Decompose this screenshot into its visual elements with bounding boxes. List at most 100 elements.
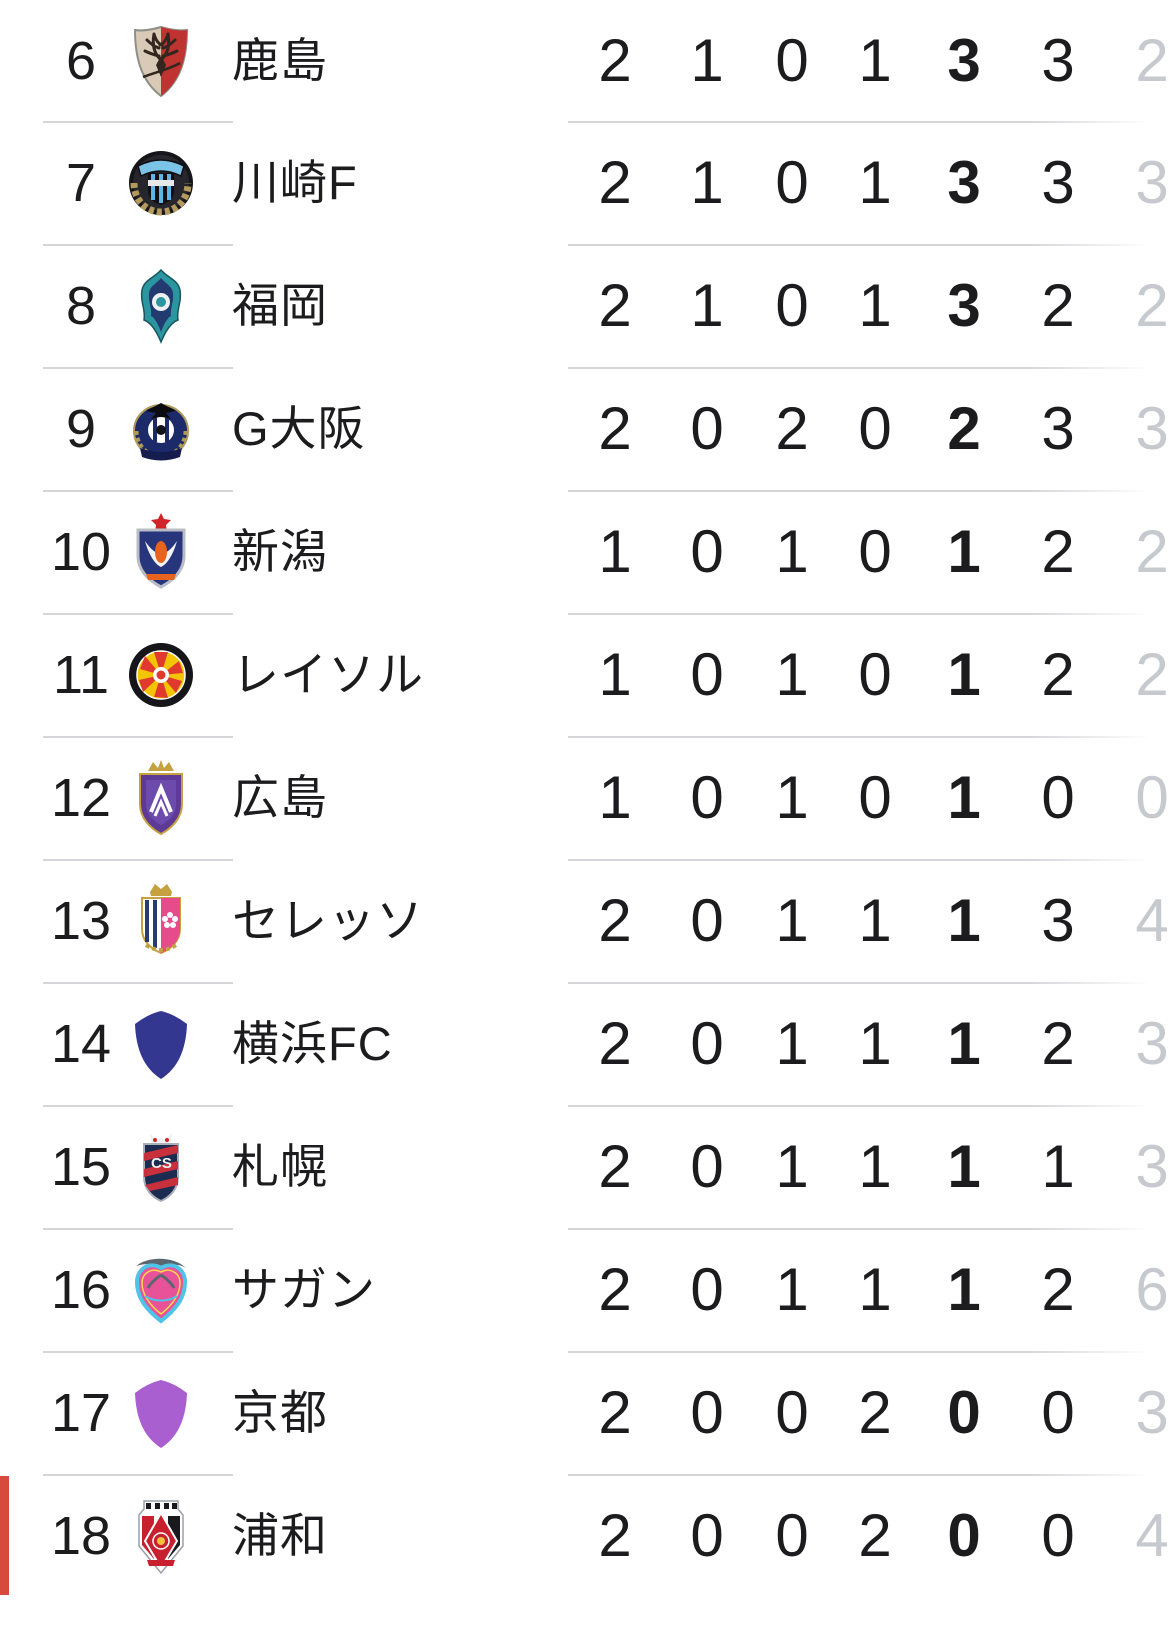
stat-drawn: 1 bbox=[775, 763, 809, 831]
yokohama-fc-crest bbox=[125, 1004, 197, 1084]
sagan-tosu-crest bbox=[125, 1250, 197, 1330]
stat-lost: 2 bbox=[858, 1378, 892, 1446]
stat-lost: 1 bbox=[858, 271, 892, 339]
kyoto-sanga-crest bbox=[125, 1373, 197, 1453]
stat-won: 1 bbox=[690, 148, 724, 216]
stat-won: 0 bbox=[690, 1501, 724, 1569]
standings-row[interactable]: 17 京都 2 0 0 2 0 0 3 bbox=[0, 1351, 1170, 1474]
stat-played: 2 bbox=[598, 394, 632, 462]
stat-drawn: 0 bbox=[775, 1378, 809, 1446]
stat-goals-for: 2 bbox=[1041, 1009, 1075, 1077]
rank-number: 9 bbox=[65, 398, 97, 459]
rank-number: 12 bbox=[50, 767, 112, 828]
stat-points: 3 bbox=[947, 148, 981, 216]
rank-number: 7 bbox=[65, 152, 97, 213]
stat-points: 1 bbox=[947, 1132, 981, 1200]
stat-drawn: 0 bbox=[775, 1501, 809, 1569]
stat-drawn: 1 bbox=[775, 1009, 809, 1077]
stat-goals-against: 3 bbox=[1135, 1378, 1169, 1446]
row-divider-right bbox=[568, 121, 1170, 123]
row-divider-right bbox=[568, 367, 1170, 369]
standings-row[interactable]: 14 横浜FC 2 0 1 1 1 2 3 bbox=[0, 982, 1170, 1105]
stat-lost: 1 bbox=[858, 1255, 892, 1323]
team-name: 浦和 bbox=[232, 1508, 328, 1562]
standings-row[interactable]: 18 浦和 2 0 0 2 0 0 4 bbox=[0, 1474, 1170, 1597]
kashiwa-reysol-crest bbox=[125, 635, 197, 715]
stat-lost: 1 bbox=[858, 26, 892, 94]
standings-row[interactable]: 15 CS 札幌 2 0 1 1 1 1 3 bbox=[0, 1105, 1170, 1228]
stat-points: 0 bbox=[947, 1378, 981, 1446]
row-divider-left bbox=[43, 736, 233, 738]
row-divider-left bbox=[43, 613, 233, 615]
stat-goals-against: 2 bbox=[1135, 271, 1169, 339]
stat-played: 2 bbox=[598, 886, 632, 954]
row-divider-right bbox=[568, 490, 1170, 492]
stat-lost: 0 bbox=[858, 394, 892, 462]
stat-drawn: 1 bbox=[775, 640, 809, 708]
standings-row[interactable]: 7 川崎F 2 1 0 1 3 3 3 bbox=[0, 121, 1170, 244]
stat-goals-for: 3 bbox=[1041, 886, 1075, 954]
rank-number: 10 bbox=[50, 521, 112, 582]
standings-row[interactable]: 10 新潟 1 0 1 0 1 2 2 bbox=[0, 490, 1170, 613]
standings-table: 6 鹿島 2 1 0 1 3 3 2 7 川崎F 2 1 bbox=[0, 0, 1170, 1597]
stat-won: 1 bbox=[690, 26, 724, 94]
stat-drawn: 0 bbox=[775, 148, 809, 216]
team-name: 広島 bbox=[232, 770, 328, 824]
standings-row[interactable]: 6 鹿島 2 1 0 1 3 3 2 bbox=[0, 0, 1170, 121]
stat-lost: 0 bbox=[858, 763, 892, 831]
stat-points: 3 bbox=[947, 26, 981, 94]
stat-points: 1 bbox=[947, 1009, 981, 1077]
urawa-reds-crest bbox=[125, 1496, 197, 1576]
svg-text:CS: CS bbox=[151, 1155, 172, 1172]
standings-row[interactable]: 9 G大阪 2 0 2 0 2 3 3 bbox=[0, 367, 1170, 490]
kawasaki-frontale-crest bbox=[125, 143, 197, 223]
stat-played: 2 bbox=[598, 26, 632, 94]
row-divider-left bbox=[43, 1474, 233, 1476]
standings-row[interactable]: 13 セレッソ 2 0 1 1 1 3 4 bbox=[0, 859, 1170, 982]
stat-goals-against: 2 bbox=[1135, 517, 1169, 585]
stat-drawn: 2 bbox=[775, 394, 809, 462]
row-divider-right bbox=[568, 244, 1170, 246]
row-divider-right bbox=[568, 1228, 1170, 1230]
standings-row[interactable]: 11 レイソル 1 0 1 0 1 2 2 bbox=[0, 613, 1170, 736]
rank-number: 18 bbox=[50, 1505, 112, 1566]
stat-won: 0 bbox=[690, 1132, 724, 1200]
stat-goals-for: 0 bbox=[1041, 1501, 1075, 1569]
kashima-antlers-crest bbox=[125, 21, 197, 101]
row-divider-right bbox=[568, 1105, 1170, 1107]
row-divider-right bbox=[568, 1474, 1170, 1476]
stat-won: 0 bbox=[690, 517, 724, 585]
rank-number: 16 bbox=[50, 1259, 112, 1320]
stat-played: 1 bbox=[598, 517, 632, 585]
team-name: 札幌 bbox=[232, 1139, 328, 1193]
stat-points: 1 bbox=[947, 886, 981, 954]
team-name: 横浜FC bbox=[232, 1016, 393, 1070]
stat-lost: 0 bbox=[858, 640, 892, 708]
team-name: レイソル bbox=[232, 647, 424, 701]
stat-goals-for: 1 bbox=[1041, 1132, 1075, 1200]
team-name: G大阪 bbox=[232, 401, 366, 455]
stat-goals-against: 3 bbox=[1135, 1009, 1169, 1077]
stat-played: 2 bbox=[598, 1501, 632, 1569]
standings-row[interactable]: 16 サガン 2 0 1 1 1 2 6 bbox=[0, 1228, 1170, 1351]
stat-played: 1 bbox=[598, 640, 632, 708]
stat-drawn: 0 bbox=[775, 26, 809, 94]
team-name: サガン bbox=[232, 1262, 376, 1316]
stat-played: 2 bbox=[598, 1378, 632, 1446]
stat-played: 2 bbox=[598, 1132, 632, 1200]
stat-lost: 1 bbox=[858, 148, 892, 216]
gamba-osaka-crest bbox=[125, 389, 197, 469]
stat-goals-against: 3 bbox=[1135, 148, 1169, 216]
rank-number: 8 bbox=[65, 275, 97, 336]
stat-lost: 1 bbox=[858, 1009, 892, 1077]
rank-number: 14 bbox=[50, 1013, 112, 1074]
stat-won: 0 bbox=[690, 640, 724, 708]
stat-lost: 2 bbox=[858, 1501, 892, 1569]
stat-won: 0 bbox=[690, 1378, 724, 1446]
stat-goals-against: 4 bbox=[1135, 1501, 1169, 1569]
relegation-indicator bbox=[0, 1476, 9, 1595]
standings-row[interactable]: 8 福岡 2 1 0 1 3 2 2 bbox=[0, 244, 1170, 367]
team-name: 新潟 bbox=[232, 524, 328, 578]
stat-played: 2 bbox=[598, 271, 632, 339]
standings-row[interactable]: 12 広島 1 0 1 0 1 0 0 bbox=[0, 736, 1170, 859]
